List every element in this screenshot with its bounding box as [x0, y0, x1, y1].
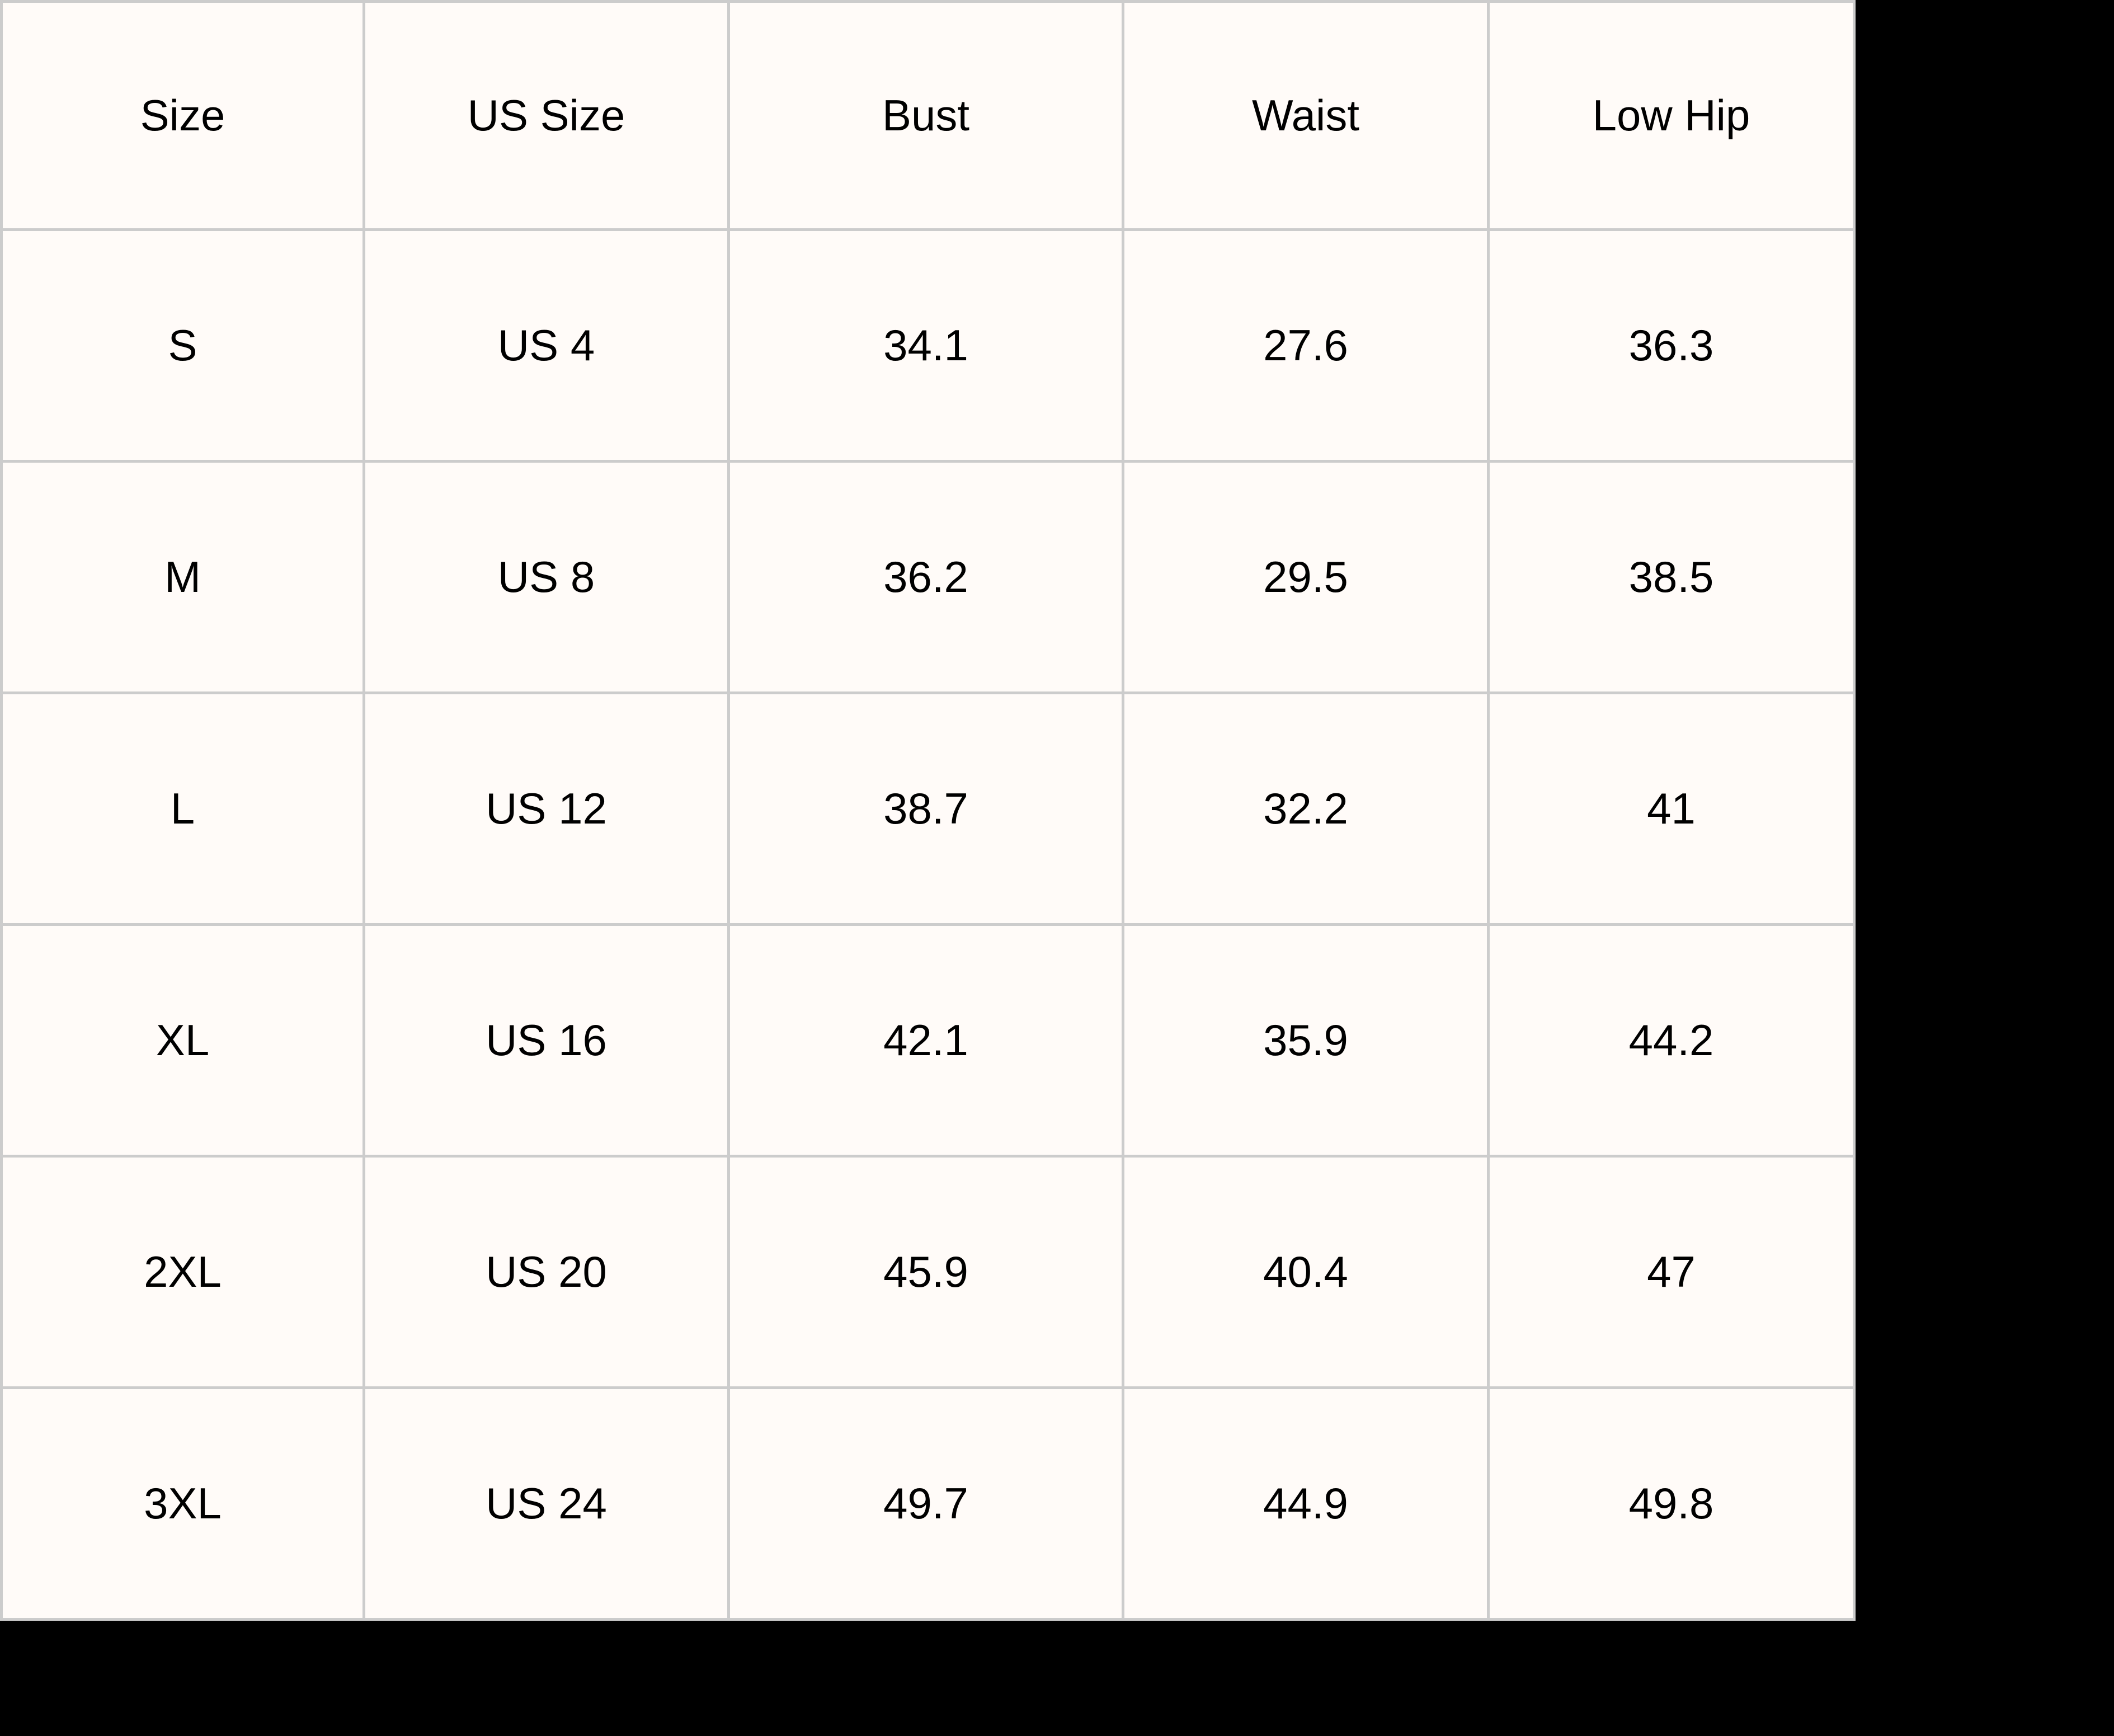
table-row: L US 12 38.7 32.2 41 — [0, 691, 1856, 926]
cell-bust: 42.1 — [727, 923, 1124, 1158]
header-row: Size US Size Bust Waist Low Hip — [0, 0, 1856, 231]
cell-size: S — [0, 228, 365, 463]
cell-waist: 40.4 — [1122, 1155, 1490, 1389]
cell-low-hip: 49.8 — [1487, 1386, 1856, 1621]
cell-us-size: US 20 — [362, 1155, 730, 1389]
table-row: S US 4 34.1 27.6 36.3 — [0, 228, 1856, 463]
cell-bust: 38.7 — [727, 691, 1124, 926]
cell-bust: 36.2 — [727, 460, 1124, 694]
cell-size: 2XL — [0, 1155, 365, 1389]
size-chart-table: Size US Size Bust Waist Low Hip S US 4 3… — [0, 0, 1856, 1621]
cell-bust: 45.9 — [727, 1155, 1124, 1389]
cell-low-hip: 36.3 — [1487, 228, 1856, 463]
cell-low-hip: 44.2 — [1487, 923, 1856, 1158]
column-header-size: Size — [0, 0, 365, 231]
column-header-low-hip: Low Hip — [1487, 0, 1856, 231]
cell-low-hip: 38.5 — [1487, 460, 1856, 694]
column-header-us-size: US Size — [362, 0, 730, 231]
size-chart-container: Size US Size Bust Waist Low Hip S US 4 3… — [0, 0, 1856, 1621]
cell-waist: 35.9 — [1122, 923, 1490, 1158]
cell-us-size: US 8 — [362, 460, 730, 694]
table-header: Size US Size Bust Waist Low Hip — [0, 0, 1856, 231]
cell-size: L — [0, 691, 365, 926]
table-row: XL US 16 42.1 35.9 44.2 — [0, 923, 1856, 1158]
cell-waist: 27.6 — [1122, 228, 1490, 463]
cell-bust: 34.1 — [727, 228, 1124, 463]
cell-waist: 32.2 — [1122, 691, 1490, 926]
table-body: S US 4 34.1 27.6 36.3 M US 8 36.2 29.5 3… — [0, 228, 1856, 1621]
cell-us-size: US 24 — [362, 1386, 730, 1621]
cell-waist: 44.9 — [1122, 1386, 1490, 1621]
table-row: 3XL US 24 49.7 44.9 49.8 — [0, 1386, 1856, 1621]
cell-size: 3XL — [0, 1386, 365, 1621]
cell-bust: 49.7 — [727, 1386, 1124, 1621]
cell-low-hip: 41 — [1487, 691, 1856, 926]
cell-us-size: US 4 — [362, 228, 730, 463]
cell-waist: 29.5 — [1122, 460, 1490, 694]
cell-us-size: US 16 — [362, 923, 730, 1158]
column-header-waist: Waist — [1122, 0, 1490, 231]
cell-size: XL — [0, 923, 365, 1158]
column-header-bust: Bust — [727, 0, 1124, 231]
table-row: 2XL US 20 45.9 40.4 47 — [0, 1155, 1856, 1389]
cell-us-size: US 12 — [362, 691, 730, 926]
table-row: M US 8 36.2 29.5 38.5 — [0, 460, 1856, 694]
cell-size: M — [0, 460, 365, 694]
cell-low-hip: 47 — [1487, 1155, 1856, 1389]
